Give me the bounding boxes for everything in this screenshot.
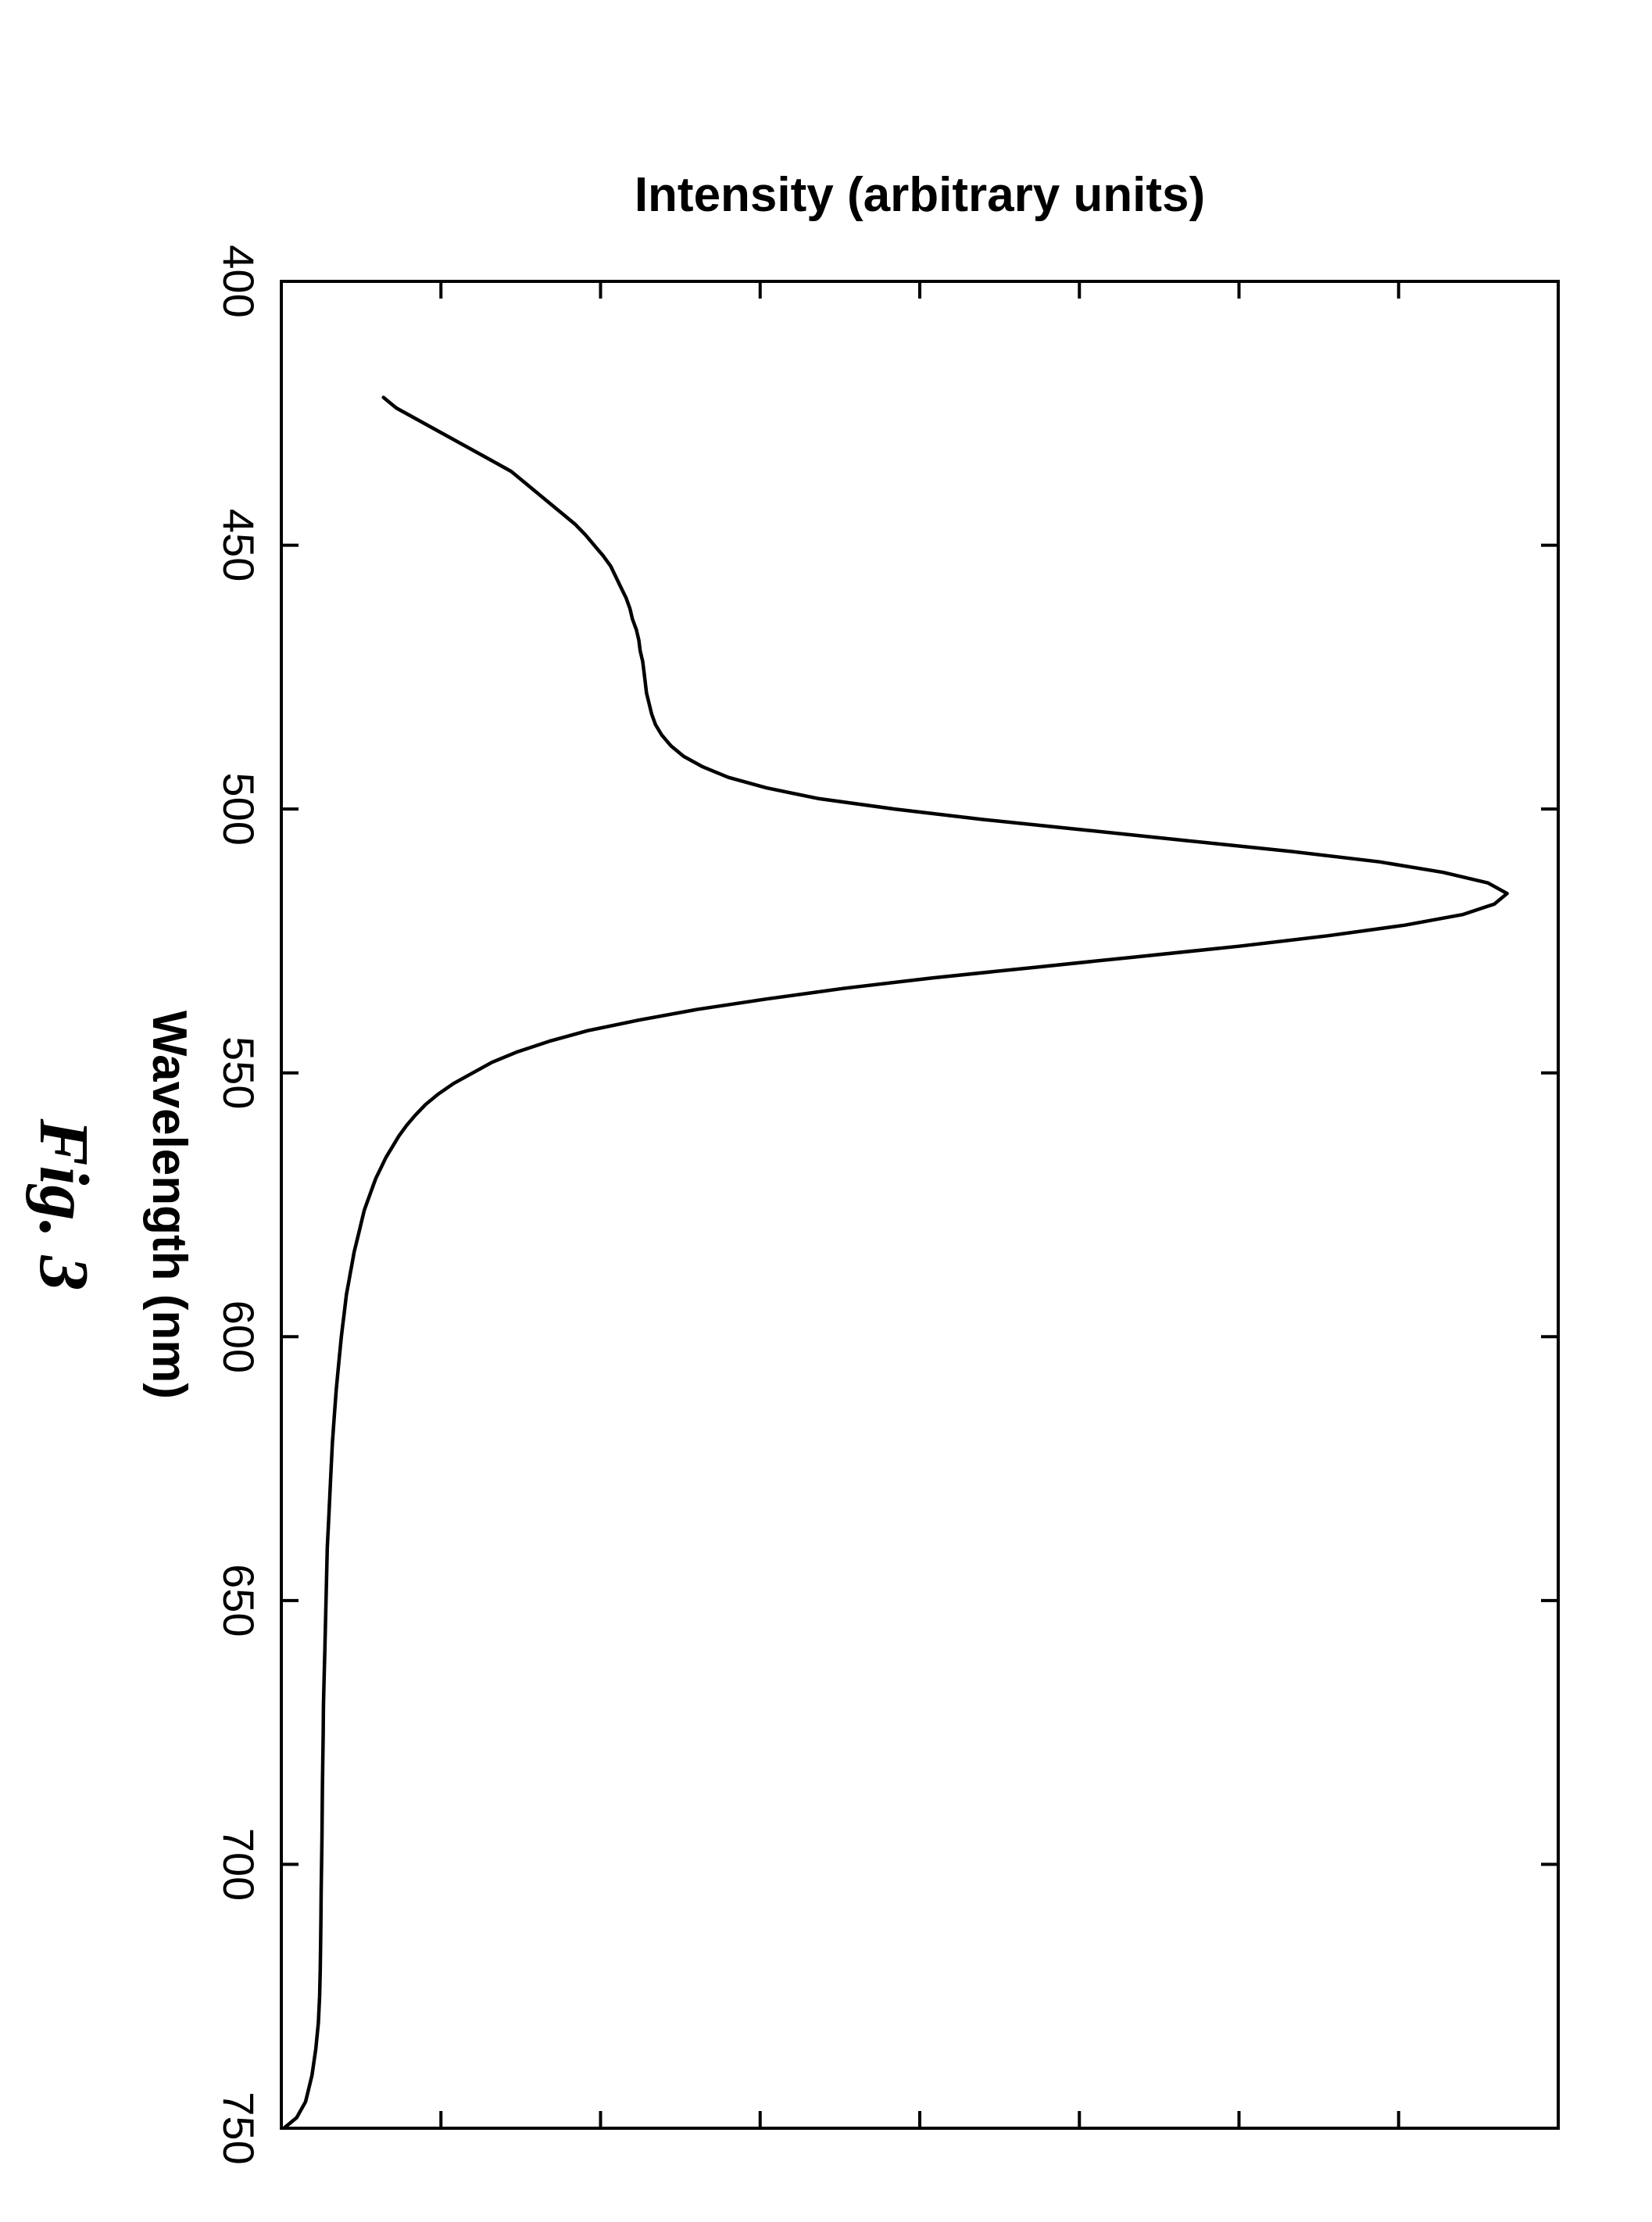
plot-border xyxy=(281,281,1558,2128)
x-tick-label: 700 xyxy=(214,1828,263,1901)
figure-caption: Fig. 3 xyxy=(25,1118,102,1290)
x-tick-label: 500 xyxy=(214,772,263,845)
figure-container: 400 450 500 550 600 650 700 750 Wavelength (nm) I… xyxy=(0,0,1652,2222)
x-tick-label: 650 xyxy=(214,1564,263,1637)
y-axis-label: Intensity (arbitrary units) xyxy=(635,168,1205,222)
x-tick-label: 400 xyxy=(214,245,263,317)
spectrum-chart: 400 450 500 550 600 650 700 750 Wavelength (nm) I… xyxy=(0,0,1652,2222)
spectrum-line xyxy=(284,398,1507,2129)
x-tick-label: 600 xyxy=(214,1301,263,1373)
x-tick-label: 750 xyxy=(214,2091,263,2164)
x-axis-label: Wavelength (nm) xyxy=(142,1011,196,1399)
x-tick-label: 450 xyxy=(214,509,263,581)
x-tick-label: 550 xyxy=(214,1036,263,1109)
